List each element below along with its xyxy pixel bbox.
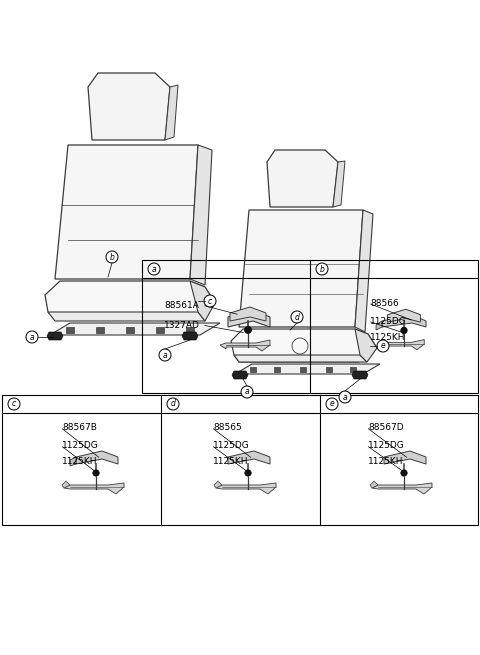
Text: 1125DG: 1125DG xyxy=(62,441,99,449)
Circle shape xyxy=(241,386,253,398)
Text: 1327AD: 1327AD xyxy=(164,320,200,329)
Circle shape xyxy=(377,340,389,352)
Polygon shape xyxy=(235,364,380,374)
Polygon shape xyxy=(165,85,178,140)
Polygon shape xyxy=(76,451,118,464)
Text: 88567D: 88567D xyxy=(368,422,404,432)
Text: b: b xyxy=(320,265,324,274)
Text: 88565: 88565 xyxy=(213,422,242,432)
Circle shape xyxy=(245,470,251,476)
Polygon shape xyxy=(220,340,270,351)
Polygon shape xyxy=(355,210,373,332)
Circle shape xyxy=(401,328,407,333)
Text: c: c xyxy=(12,400,16,409)
Polygon shape xyxy=(228,310,270,327)
Circle shape xyxy=(93,470,99,476)
Polygon shape xyxy=(384,451,426,464)
Circle shape xyxy=(167,398,179,410)
Text: d: d xyxy=(170,400,175,409)
Circle shape xyxy=(339,391,351,403)
Text: 1125DG: 1125DG xyxy=(368,441,405,449)
Polygon shape xyxy=(216,483,276,494)
Text: 1125DG: 1125DG xyxy=(370,316,407,326)
Bar xyxy=(274,367,280,372)
Text: 88567B: 88567B xyxy=(62,422,97,432)
Polygon shape xyxy=(231,329,377,362)
Bar xyxy=(142,260,478,393)
Bar xyxy=(96,327,104,333)
Circle shape xyxy=(291,311,303,323)
Circle shape xyxy=(148,263,160,275)
Circle shape xyxy=(159,349,171,361)
Text: a: a xyxy=(152,265,156,274)
Circle shape xyxy=(204,295,216,307)
Circle shape xyxy=(8,398,20,410)
Polygon shape xyxy=(239,210,363,327)
Text: 1125DG: 1125DG xyxy=(213,441,250,449)
Polygon shape xyxy=(45,281,215,320)
Polygon shape xyxy=(333,161,345,207)
Text: a: a xyxy=(163,350,168,360)
Circle shape xyxy=(26,331,38,343)
Polygon shape xyxy=(70,457,76,466)
Circle shape xyxy=(326,398,338,410)
Polygon shape xyxy=(372,483,432,494)
Polygon shape xyxy=(190,281,215,321)
Text: e: e xyxy=(381,341,385,350)
Polygon shape xyxy=(352,371,368,379)
Text: 88566: 88566 xyxy=(370,299,399,307)
Bar xyxy=(186,327,194,333)
Polygon shape xyxy=(214,481,222,488)
Bar xyxy=(2,395,478,525)
Polygon shape xyxy=(62,481,70,488)
Polygon shape xyxy=(378,339,424,350)
Polygon shape xyxy=(382,315,426,327)
Circle shape xyxy=(244,326,252,333)
Polygon shape xyxy=(355,329,377,362)
Text: 1125KH: 1125KH xyxy=(368,457,404,466)
Bar xyxy=(300,367,306,372)
Polygon shape xyxy=(370,481,378,488)
Polygon shape xyxy=(88,73,170,140)
Polygon shape xyxy=(50,323,220,335)
Polygon shape xyxy=(267,150,338,207)
Circle shape xyxy=(401,470,407,476)
Text: 1125KH: 1125KH xyxy=(213,457,249,466)
Text: a: a xyxy=(30,333,34,341)
Bar xyxy=(250,367,256,372)
Circle shape xyxy=(316,263,328,275)
Polygon shape xyxy=(48,312,205,321)
Polygon shape xyxy=(228,451,270,464)
Text: 1125KH: 1125KH xyxy=(62,457,97,466)
Circle shape xyxy=(106,251,118,263)
Text: 88561A: 88561A xyxy=(164,301,199,310)
Text: b: b xyxy=(109,252,114,261)
Text: a: a xyxy=(343,392,348,402)
Bar xyxy=(66,327,74,333)
Bar xyxy=(350,367,356,372)
Polygon shape xyxy=(232,371,248,379)
Bar xyxy=(156,327,164,333)
Polygon shape xyxy=(55,145,198,279)
Polygon shape xyxy=(64,483,124,494)
Polygon shape xyxy=(234,355,367,362)
Text: 1125KH: 1125KH xyxy=(370,333,406,343)
Text: d: d xyxy=(295,312,300,322)
Bar xyxy=(126,327,134,333)
Polygon shape xyxy=(230,307,266,321)
Bar xyxy=(326,367,332,372)
Polygon shape xyxy=(182,332,198,340)
Polygon shape xyxy=(190,145,212,285)
Text: e: e xyxy=(330,400,335,409)
Text: a: a xyxy=(245,388,249,396)
Text: c: c xyxy=(208,297,212,305)
Polygon shape xyxy=(376,321,382,330)
Polygon shape xyxy=(47,332,63,340)
Polygon shape xyxy=(387,309,420,322)
